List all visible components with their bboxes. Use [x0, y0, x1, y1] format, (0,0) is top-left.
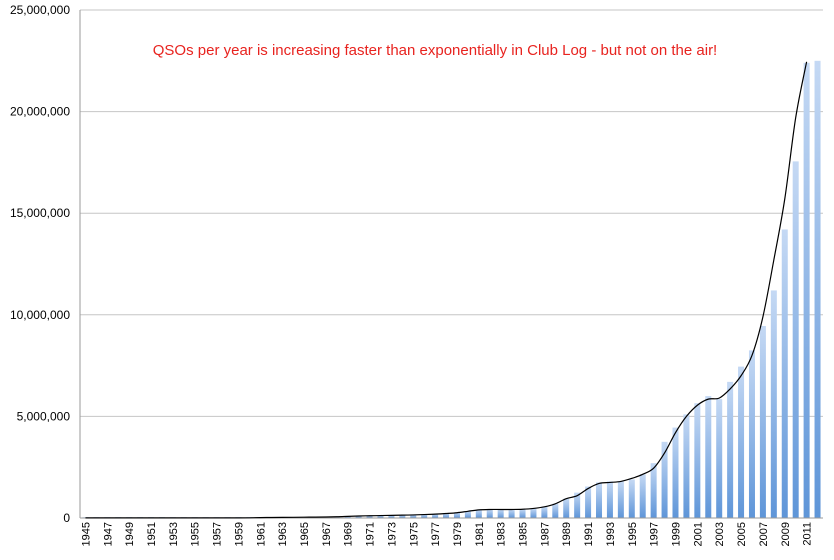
x-tick-label: 1993 [605, 522, 617, 546]
y-tick-label: 15,000,000 [10, 206, 70, 220]
bar [388, 515, 395, 518]
bar [792, 161, 799, 518]
x-tick-labels: 1945 1947 1949 1951 1953 1955 1957 1959 1961 1963… [80, 522, 813, 546]
x-tick-label: 1953 [168, 522, 180, 546]
trendline [85, 61, 808, 519]
x-tick-label: 1967 [321, 522, 333, 546]
x-tick-label: 1989 [561, 522, 573, 546]
bar [377, 515, 384, 518]
x-tick-label: 2009 [780, 522, 792, 546]
bar [344, 516, 351, 518]
bar [333, 516, 340, 518]
x-tick-label: 1955 [190, 522, 202, 546]
bar [399, 515, 406, 518]
x-tick-label: 1971 [365, 522, 377, 546]
bar [574, 492, 581, 518]
bar [585, 486, 592, 518]
chart-title: QSOs per year is increasing faster than … [153, 42, 717, 59]
x-tick-label: 2005 [736, 522, 748, 546]
x-tick-label: 2001 [692, 522, 704, 546]
bar [650, 463, 657, 518]
bar [683, 414, 690, 518]
x-tick-label: 1979 [452, 522, 464, 546]
x-tick-label: 1987 [539, 522, 551, 546]
bar [355, 515, 362, 518]
bar [672, 427, 679, 518]
x-tick-label: 1945 [80, 522, 92, 546]
bar [519, 509, 526, 518]
x-tick-label: 1961 [255, 522, 267, 546]
x-tick-label: 1947 [102, 522, 114, 546]
x-tick-label: 1965 [299, 522, 311, 546]
bar [486, 509, 493, 518]
bar [617, 481, 624, 518]
x-tick-label: 1983 [496, 522, 508, 546]
bar [453, 512, 460, 518]
bar [628, 479, 635, 518]
bar [781, 229, 788, 518]
bar [770, 290, 777, 518]
bar [727, 381, 734, 518]
bar [541, 506, 548, 518]
bar [464, 511, 471, 518]
x-tick-label: 1977 [430, 522, 442, 546]
bar [661, 441, 668, 518]
x-tick-label: 1957 [212, 522, 224, 546]
x-tick-label: 1997 [649, 522, 661, 546]
x-tick-label: 1959 [233, 522, 245, 546]
x-tick-label: 2003 [714, 522, 726, 546]
y-tick-label: 20,000,000 [10, 105, 70, 119]
x-tick-label: 1969 [343, 522, 355, 546]
bar [738, 366, 745, 518]
bar [639, 474, 646, 518]
x-tick-label: 1949 [124, 522, 136, 546]
bars [82, 60, 821, 519]
bar [443, 513, 450, 518]
x-tick-label: 2007 [758, 522, 770, 546]
bar [530, 508, 537, 518]
bar [410, 514, 417, 518]
bar [814, 60, 821, 519]
y-tick-label: 5,000,000 [17, 409, 71, 423]
bar [563, 498, 570, 518]
y-tick-labels: 0 5,000,000 10,000,000 15,000,000 20,000,000… [10, 3, 70, 525]
x-tick-label: 1995 [627, 522, 639, 546]
bar [606, 481, 613, 518]
x-tick-label: 1991 [583, 522, 595, 546]
y-tick-label: 0 [63, 511, 70, 525]
x-tick-label: 1975 [408, 522, 420, 546]
bar [475, 509, 482, 518]
bar [432, 514, 439, 518]
x-tick-label: 1963 [277, 522, 289, 546]
bar [694, 403, 701, 518]
y-tick-label: 25,000,000 [10, 3, 70, 17]
bar [748, 350, 755, 518]
x-tick-label: 1981 [474, 522, 486, 546]
bar [759, 325, 766, 518]
bar [552, 503, 559, 518]
bar [497, 509, 504, 518]
grid-lines [80, 9, 823, 417]
bar [366, 515, 373, 518]
bar [508, 509, 515, 518]
bar [596, 482, 603, 518]
bar [716, 399, 723, 518]
x-tick-label: 1973 [386, 522, 398, 546]
bar [803, 62, 810, 518]
x-tick-label: 2011 [802, 522, 814, 546]
axes [79, 10, 823, 519]
bar [421, 514, 428, 518]
bar [705, 396, 712, 518]
x-tick-label: 1999 [670, 522, 682, 546]
x-tick-label: 1951 [146, 522, 158, 546]
x-tick-label: 1985 [518, 522, 530, 546]
y-tick-label: 10,000,000 [10, 308, 70, 322]
